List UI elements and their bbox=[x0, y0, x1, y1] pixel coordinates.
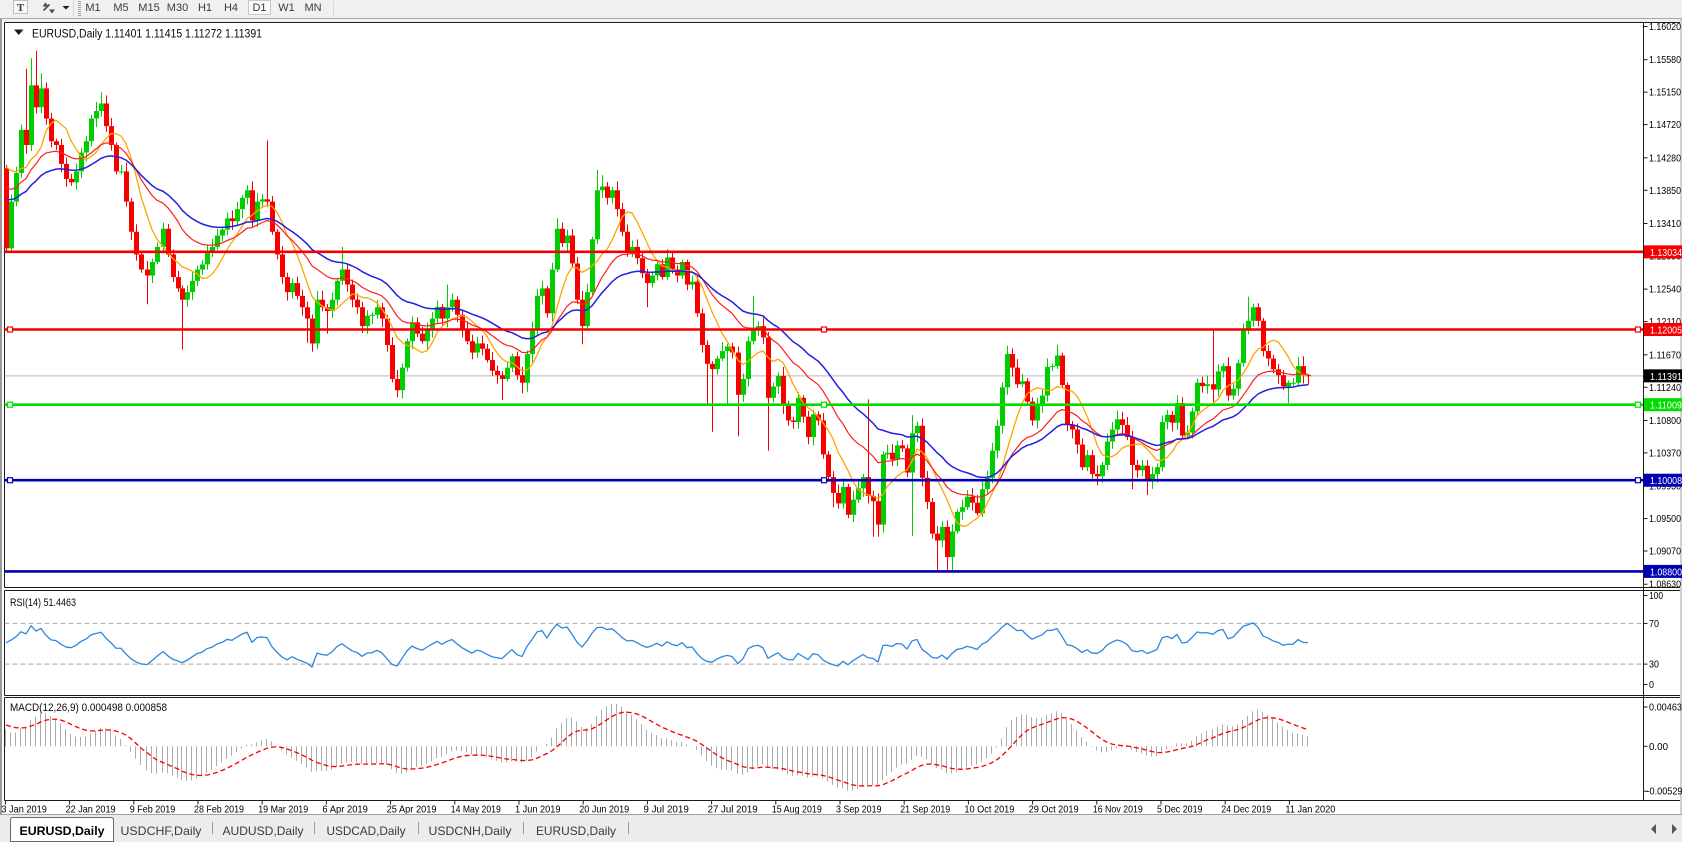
svg-text:14 May 2019: 14 May 2019 bbox=[451, 804, 501, 816]
svg-text:28 Feb 2019: 28 Feb 2019 bbox=[194, 804, 244, 816]
svg-text:1.11009: 1.11009 bbox=[1650, 400, 1682, 412]
svg-text:RSI(14) 51.4463: RSI(14) 51.4463 bbox=[10, 597, 76, 609]
svg-text:MACD(12,26,9) 0.000498 0.00085: MACD(12,26,9) 0.000498 0.000858 bbox=[10, 702, 167, 714]
svg-text:70: 70 bbox=[1649, 618, 1659, 630]
svg-text:W1: W1 bbox=[278, 2, 295, 14]
svg-text:6 Apr 2019: 6 Apr 2019 bbox=[322, 804, 368, 816]
svg-text:100: 100 bbox=[1649, 590, 1663, 602]
svg-text:USDCAD,Daily: USDCAD,Daily bbox=[327, 824, 406, 838]
svg-text:1.14280: 1.14280 bbox=[1649, 152, 1681, 164]
svg-text:1.11391: 1.11391 bbox=[1650, 371, 1682, 383]
svg-text:1.16020: 1.16020 bbox=[1649, 21, 1681, 33]
svg-text:M1: M1 bbox=[85, 2, 100, 14]
svg-text:3 Sep 2019: 3 Sep 2019 bbox=[836, 804, 882, 816]
svg-text:21 Sep 2019: 21 Sep 2019 bbox=[900, 804, 950, 816]
svg-text:19 Mar 2019: 19 Mar 2019 bbox=[258, 804, 308, 816]
svg-text:1.11240: 1.11240 bbox=[1649, 382, 1681, 394]
svg-text:1.15150: 1.15150 bbox=[1649, 87, 1681, 99]
svg-text:9 Jul 2019: 9 Jul 2019 bbox=[643, 804, 689, 816]
svg-text:3 Jan 2019: 3 Jan 2019 bbox=[1, 804, 47, 816]
svg-text:EURUSD,Daily 1.11401 1.11415: EURUSD,Daily 1.11401 1.11415 1.11272 1.1… bbox=[32, 29, 262, 41]
svg-text:1.10800: 1.10800 bbox=[1649, 415, 1681, 427]
svg-text:AUDUSD,Daily: AUDUSD,Daily bbox=[223, 824, 304, 838]
svg-text:30: 30 bbox=[1649, 659, 1659, 671]
svg-text:USDCHF,Daily: USDCHF,Daily bbox=[121, 824, 202, 838]
svg-text:EURUSD,Daily: EURUSD,Daily bbox=[536, 824, 616, 838]
svg-text:1 Jun 2019: 1 Jun 2019 bbox=[515, 804, 561, 816]
svg-text:1.09070: 1.09070 bbox=[1649, 546, 1681, 558]
svg-text:EURUSD,Daily: EURUSD,Daily bbox=[20, 824, 105, 838]
svg-text:16 Nov 2019: 16 Nov 2019 bbox=[1093, 804, 1143, 816]
svg-text:25 Apr 2019: 25 Apr 2019 bbox=[387, 804, 437, 816]
svg-text:1.14720: 1.14720 bbox=[1649, 119, 1681, 131]
svg-text:22 Jan 2019: 22 Jan 2019 bbox=[66, 804, 116, 816]
svg-text:1.12540: 1.12540 bbox=[1649, 284, 1681, 296]
svg-text:0.00: 0.00 bbox=[1649, 741, 1668, 753]
svg-text:0: 0 bbox=[1649, 679, 1654, 691]
svg-text:11 Jan 2020: 11 Jan 2020 bbox=[1285, 804, 1335, 816]
svg-text:15 Aug 2019: 15 Aug 2019 bbox=[772, 804, 822, 816]
svg-text:20 Jun 2019: 20 Jun 2019 bbox=[579, 804, 629, 816]
svg-text:1.13850: 1.13850 bbox=[1649, 185, 1681, 197]
svg-text:24 Dec 2019: 24 Dec 2019 bbox=[1221, 804, 1271, 816]
svg-text:-0.00529: -0.00529 bbox=[1647, 786, 1682, 798]
svg-text:1.08630: 1.08630 bbox=[1649, 579, 1681, 591]
svg-text:1.10370: 1.10370 bbox=[1649, 447, 1681, 459]
svg-text:H1: H1 bbox=[198, 2, 212, 14]
svg-text:1.12005: 1.12005 bbox=[1650, 325, 1682, 337]
svg-text:1.11670: 1.11670 bbox=[1649, 349, 1681, 361]
svg-text:1.09500: 1.09500 bbox=[1649, 513, 1681, 525]
svg-text:M30: M30 bbox=[167, 2, 188, 14]
svg-text:MN: MN bbox=[304, 2, 321, 14]
svg-text:M5: M5 bbox=[113, 2, 128, 14]
svg-text:10 Oct 2019: 10 Oct 2019 bbox=[964, 804, 1014, 816]
svg-text:T: T bbox=[17, 2, 25, 14]
svg-text:M15: M15 bbox=[138, 2, 159, 14]
svg-text:1.15580: 1.15580 bbox=[1649, 54, 1681, 66]
svg-text:USDCNH,Daily: USDCNH,Daily bbox=[429, 824, 512, 838]
svg-text:27 Jul 2019: 27 Jul 2019 bbox=[708, 804, 758, 816]
svg-text:5 Dec 2019: 5 Dec 2019 bbox=[1157, 804, 1203, 816]
svg-text:H4: H4 bbox=[224, 2, 238, 14]
svg-text:0.00463: 0.00463 bbox=[1649, 702, 1682, 714]
svg-text:1.13410: 1.13410 bbox=[1649, 218, 1681, 230]
svg-text:9 Feb 2019: 9 Feb 2019 bbox=[130, 804, 176, 816]
svg-text:29 Oct 2019: 29 Oct 2019 bbox=[1029, 804, 1079, 816]
svg-text:1.10008: 1.10008 bbox=[1650, 475, 1682, 487]
svg-text:D1: D1 bbox=[252, 2, 266, 14]
svg-text:1.13034: 1.13034 bbox=[1650, 247, 1682, 259]
svg-text:1.08800: 1.08800 bbox=[1650, 566, 1682, 578]
